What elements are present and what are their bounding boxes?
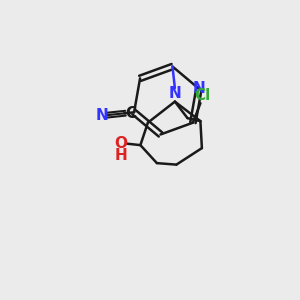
Text: Cl: Cl [194,88,210,103]
Text: N: N [193,81,205,96]
Text: N: N [169,86,181,101]
Text: H: H [114,148,127,163]
Text: O: O [114,136,127,151]
Text: C: C [125,106,136,121]
Text: N: N [95,108,108,123]
